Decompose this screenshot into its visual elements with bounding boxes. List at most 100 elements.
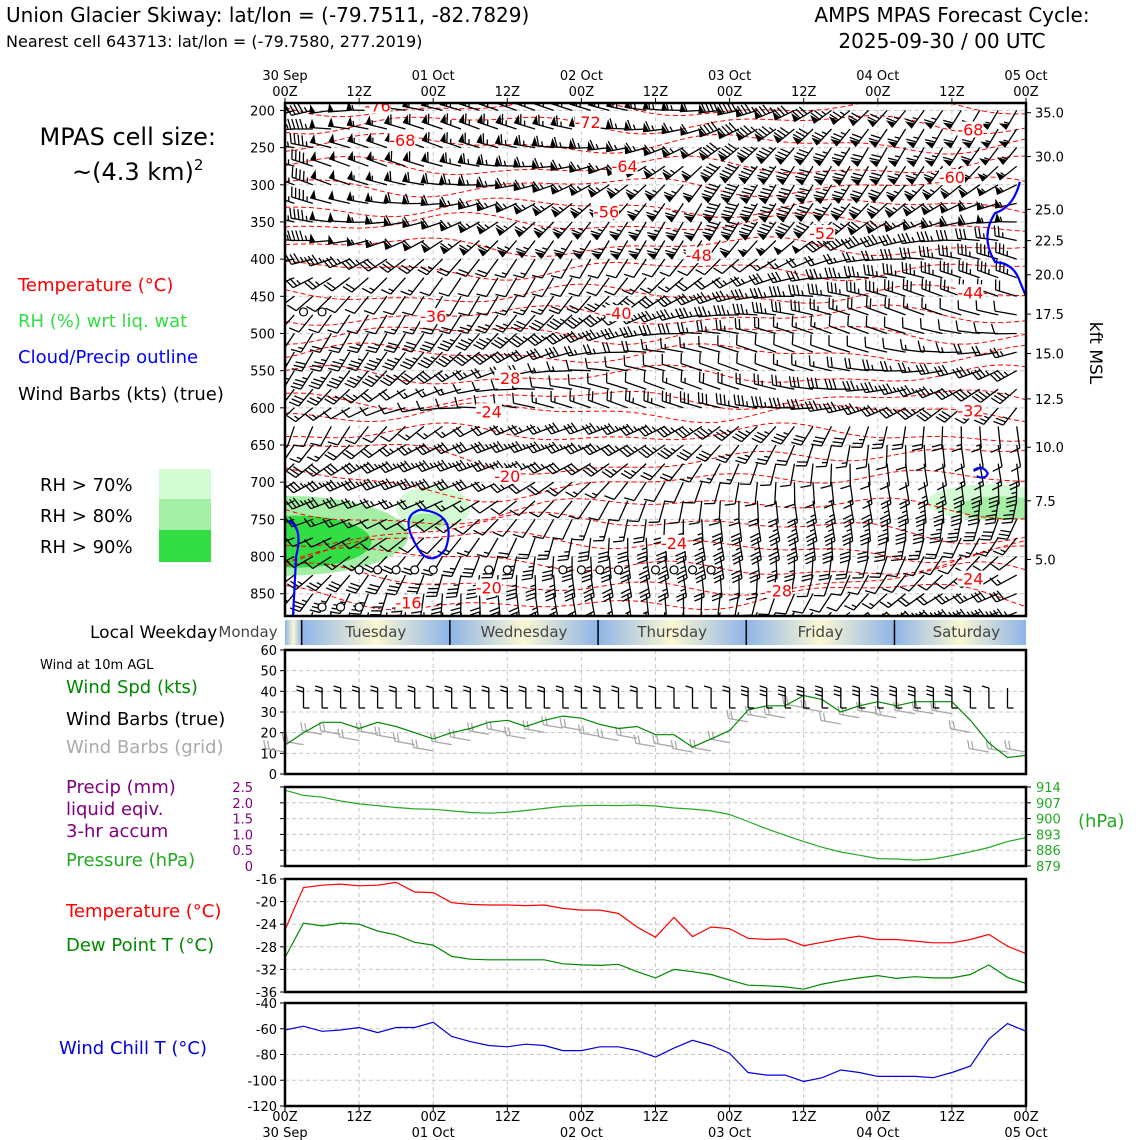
upper-wind-barb [656,308,684,321]
pressure-tick-label: 850 [250,588,275,603]
upper-wind-barb [770,300,795,316]
upper-wind-barb [902,202,925,217]
upper-wind-barb [532,114,554,130]
upper-wind-barb [735,125,758,141]
upper-wind-barb [364,192,387,205]
upper-wind-barb [490,333,518,349]
upper-wind-barb [957,214,980,226]
upper-wind-barb [563,575,576,602]
upper-wind-barb [507,441,536,454]
upper-wind-barb [845,611,869,616]
cycle-time: 2025-09-30 / 00 UTC [838,29,1045,53]
temperature-contour [285,236,1026,258]
precip-tick-label: 1.0 [232,828,253,843]
upper-wind-barb [864,336,888,353]
upper-wind-barb [661,390,684,409]
bottom-date-label: 02 Oct [560,1126,603,1140]
temperature-contour-label: -76 [365,97,391,116]
upper-wind-barb [550,390,573,409]
upper-wind-barb [825,500,836,528]
contour-label-bg [494,467,521,484]
upper-wind-barb [552,221,573,240]
true-wind-barb [981,685,995,709]
upper-wind-barb [340,518,369,529]
upper-wind-barb [521,556,536,581]
temperature-contour [285,260,1026,282]
upper-wind-barb [681,165,703,182]
upper-wind-barb [850,165,870,186]
upper-wind-barb [767,271,795,284]
upper-wind-barb [882,337,906,353]
upper-wind-barb [378,460,406,474]
upper-wind-barb [590,221,610,241]
upper-wind-barb [624,142,647,155]
upper-wind-barb [713,258,740,275]
upper-wind-barb [841,519,854,546]
upper-wind-barb [886,109,907,128]
upper-wind-barb [438,173,462,186]
upper-wind-barb [805,519,818,547]
upper-wind-barb [439,239,462,255]
upper-wind-barb [800,463,814,489]
upper-wind-barb [695,444,721,462]
upper-wind-barb [897,500,909,528]
rh-open-circle [410,565,420,575]
upper-wind-barb [818,556,833,581]
upper-wind-barb [693,425,721,440]
upper-wind-barb [490,379,517,391]
upper-wind-barb [303,537,332,548]
upper-wind-barb [895,519,907,545]
upper-wind-barb [623,355,647,372]
true-wind-barb [388,685,403,709]
upper-wind-barb [285,277,314,289]
upper-wind-barb [378,404,406,415]
upper-wind-barb [719,240,740,259]
upper-wind-barb [285,388,295,408]
grid-wind-barb [689,738,712,752]
upper-wind-barb [323,555,351,571]
upper-wind-barb [322,537,351,549]
upper-wind-barb [992,444,1003,472]
contour-label-bg [938,169,965,186]
true-wind-barb [333,685,347,709]
upper-wind-barb [756,221,777,241]
upper-wind-barb [933,387,962,401]
upper-wind-barb [849,128,870,147]
upper-wind-barb [989,608,1017,616]
upper-wind-barb [920,202,943,216]
upper-wind-barb [843,265,869,279]
temperature-contour-label: -20 [476,578,502,597]
upper-wind-barb [735,444,758,465]
upper-wind-barb [582,463,610,477]
upper-wind-barb [933,364,962,377]
upper-wind-barb [322,407,351,420]
upper-wind-barb [735,334,758,353]
upper-wind-barb [989,369,1018,382]
upper-wind-barb [421,151,443,167]
upper-wind-barb [917,482,929,510]
upper-wind-barb [476,113,499,130]
upper-wind-barb [544,346,573,359]
upper-wind-barb [643,165,666,180]
upper-wind-barb [791,354,814,372]
upper-wind-barb [971,426,982,453]
precip-label-3: 3-hr accum [66,821,168,842]
upper-wind-barb [795,184,814,205]
upper-wind-barb [445,574,462,599]
true-wind-barb [629,685,643,709]
rh-open-circle [502,565,512,575]
temperature-contour-label: -68 [957,121,983,140]
station-title: Union Glacier Skiway: lat/lon = (-79.751… [6,3,529,27]
upper-wind-barb [773,240,795,256]
true-wind-barb [555,685,569,709]
upper-wind-barb [712,556,725,584]
rh-open-circle [687,565,698,575]
upper-wind-barb [494,177,517,190]
upper-wind-barb [439,219,462,232]
upper-wind-barb [849,184,870,204]
pressure-tick-label: 350 [250,216,275,231]
pressure-tick-label: 250 [250,142,275,157]
upper-wind-barb [285,255,295,264]
upper-wind-barb [791,315,814,335]
